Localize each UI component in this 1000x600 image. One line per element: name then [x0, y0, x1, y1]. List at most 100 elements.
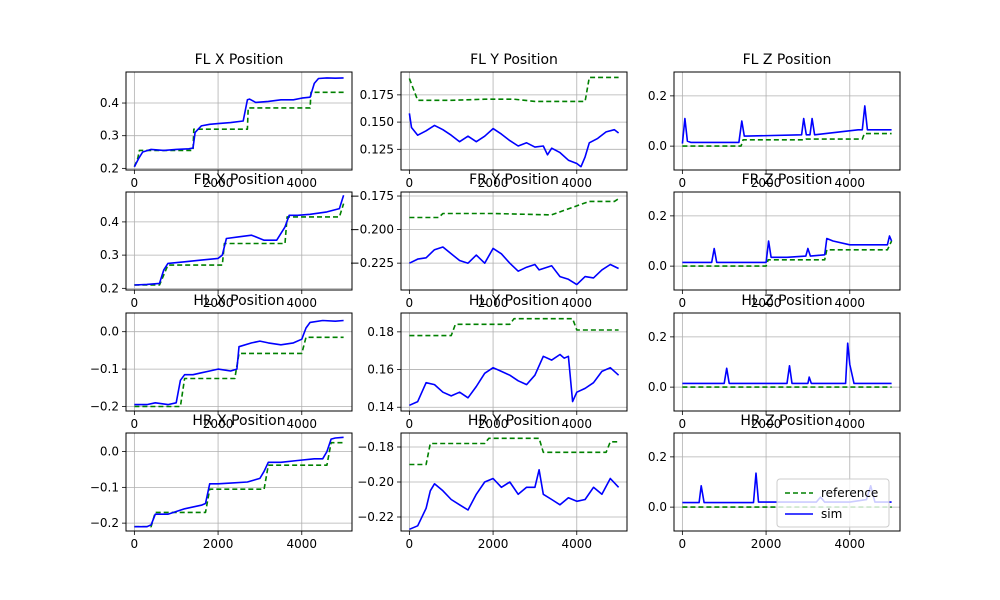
reference-line: [409, 437, 619, 466]
subplot: 0 2000 4000 −0.22 −0.20 −0.18 HR Y Position: [357, 413, 628, 551]
x-tick-label: 4000: [562, 417, 593, 431]
axes-frame: [673, 71, 901, 171]
x-tick-label: 0: [131, 296, 139, 310]
y-tick-label: −0.18: [357, 440, 394, 454]
x-tick-label: 4000: [835, 537, 866, 551]
subplot: 0 2000 4000 −0.2 −0.1 0.0 HR X Position: [90, 413, 353, 551]
sim-line: [409, 353, 620, 407]
subplot: 0 2000 4000 0.0 0.2 FL Z Position: [648, 52, 901, 190]
x-tick-label: 2000: [203, 176, 234, 190]
x-tick-label: 2000: [203, 537, 234, 551]
y-tick-label: 0.4: [100, 215, 119, 229]
y-tick-label: 0.16: [367, 363, 394, 377]
x-tick-label: 4000: [562, 176, 593, 190]
subplot: 0 2000 4000 0.125 0.150 0.175 FL Y Position: [360, 52, 628, 190]
subplot-title: FR Y Position: [469, 172, 559, 188]
x-tick-label: 2000: [203, 417, 234, 431]
subplot: 0 2000 4000 −0.2 −0.1 0.0 HL X Position: [90, 293, 353, 431]
sim-line: [134, 195, 345, 286]
y-tick-label: 0.2: [648, 89, 667, 103]
reference-line: [409, 198, 620, 219]
subplot: 0 2000 4000 0.2 0.3 0.4 FL X Position: [100, 52, 353, 190]
subplot-title: FL X Position: [195, 52, 284, 68]
x-tick-label: 0: [406, 417, 414, 431]
subplot-title: FL Y Position: [470, 52, 558, 68]
y-tick-label: −0.1: [90, 480, 119, 494]
subplot-title: HL Y Position: [469, 293, 559, 309]
sim-line: [134, 436, 344, 528]
y-tick-label: 0.0: [100, 325, 119, 339]
y-tick-label: 0.125: [360, 142, 394, 156]
x-tick-label: 0: [679, 296, 687, 310]
subplot-title: HL Z Position: [741, 293, 832, 309]
subplot: 0 2000 4000 0.0 0.2 HL Z Position: [648, 293, 901, 431]
y-tick-label: −0.2: [90, 516, 119, 530]
x-tick-label: 2000: [751, 417, 782, 431]
x-tick-label: 4000: [835, 296, 866, 310]
subplot-title: HR Y Position: [468, 413, 560, 429]
x-tick-label: 4000: [562, 537, 593, 551]
x-tick-label: 2000: [751, 176, 782, 190]
legend-frame: [776, 478, 890, 528]
subplot: 0 2000 4000 −0.225 −0.200 −0.175 FR Y Position: [350, 172, 628, 310]
x-tick-label: 2000: [478, 296, 509, 310]
subplot-title: HL X Position: [193, 293, 284, 309]
axes-frame: [673, 312, 901, 412]
sim-line: [134, 319, 344, 406]
sim-line: [133, 77, 344, 168]
legend-sim-label: sim: [821, 507, 842, 521]
reference-line: [134, 203, 345, 286]
axes-frame: [673, 191, 901, 291]
y-tick-label: −0.225: [350, 256, 394, 270]
x-tick-label: 2000: [751, 296, 782, 310]
subplot-title: FR Z Position: [742, 172, 833, 188]
subplot-grid: 0 2000 4000 0.2 0.3 0.4 FL X Position 0 2000 4000…: [90, 52, 901, 551]
x-tick-label: 4000: [287, 296, 318, 310]
y-tick-label: −0.22: [357, 510, 394, 524]
x-tick-label: 2000: [203, 296, 234, 310]
subplot: 0 2000 4000 0.0 0.2 FR Z Position: [648, 172, 901, 310]
y-tick-label: 0.0: [648, 380, 667, 394]
axes-frame: [673, 432, 901, 532]
y-tick-label: 0.2: [648, 330, 667, 344]
subplot-title: HR Z Position: [740, 413, 833, 429]
axes-frame: [400, 71, 628, 171]
reference-line: [682, 240, 893, 267]
y-tick-label: 0.0: [648, 500, 667, 514]
x-tick-label: 0: [131, 417, 139, 431]
reference-line: [409, 317, 619, 337]
legend-reference-label: reference: [821, 486, 878, 500]
y-tick-label: 0.2: [100, 161, 119, 175]
y-tick-label: 0.2: [100, 281, 119, 295]
axes-frame: [125, 312, 353, 412]
y-tick-label: 0.0: [648, 259, 667, 273]
axes-frame: [400, 191, 628, 291]
reference-line: [682, 132, 892, 147]
x-tick-label: 0: [679, 176, 687, 190]
y-tick-label: 0.14: [367, 400, 394, 414]
y-tick-label: −0.200: [350, 223, 394, 237]
sim-line: [682, 235, 893, 264]
x-tick-label: 2000: [478, 537, 509, 551]
axes-frame: [125, 71, 353, 171]
y-tick-label: 0.175: [360, 88, 394, 102]
sim-line: [409, 246, 619, 286]
x-tick-label: 0: [679, 537, 687, 551]
subplot: 0 2000 4000 0.2 0.3 0.4 FR X Position: [100, 172, 353, 310]
y-tick-label: 0.150: [360, 115, 394, 129]
y-tick-label: 0.0: [648, 139, 667, 153]
subplot-title: HR X Position: [192, 413, 285, 429]
x-tick-label: 4000: [287, 417, 318, 431]
x-tick-label: 0: [406, 537, 414, 551]
sim-line: [681, 105, 892, 144]
sim-line: [408, 113, 620, 168]
x-tick-label: 4000: [562, 296, 593, 310]
y-tick-label: 0.2: [648, 209, 667, 223]
subplot-title: FR X Position: [194, 172, 285, 188]
x-tick-label: 4000: [835, 176, 866, 190]
y-tick-label: −0.1: [90, 362, 119, 376]
x-tick-label: 0: [679, 417, 687, 431]
axes-frame: [125, 191, 353, 291]
sim-line: [682, 342, 892, 385]
